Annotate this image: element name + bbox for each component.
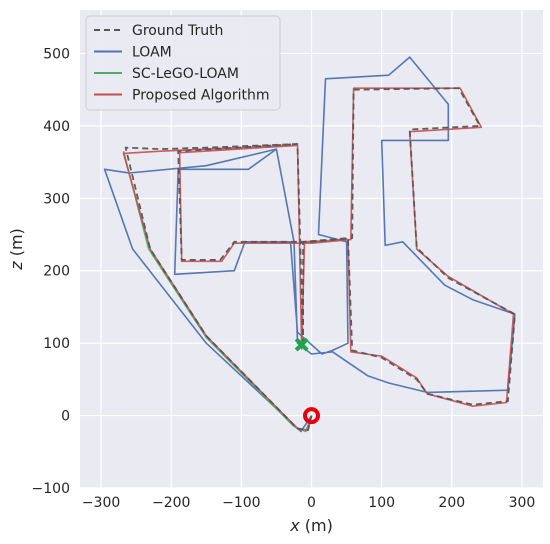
start-marker: [303, 407, 320, 425]
series-line-ground-truth: [124, 87, 516, 431]
y-tick-label: 100: [43, 336, 70, 352]
y-axis-label: z (m): [7, 228, 26, 271]
series-layer: [103, 56, 516, 433]
y-axis-unit: (m): [7, 228, 26, 261]
tick-labels: −300 −200 −100 0 100 200 300 −100 0 100 200 300 400 5…: [32, 46, 536, 511]
x-tick-label: −200: [152, 495, 190, 511]
y-tick-label: 300: [43, 191, 70, 207]
legend: Ground Truth LOAM SC-LeGO-LOAM Proposed Alg…: [85, 15, 281, 111]
series-line-sc-lego-loam: [122, 151, 313, 433]
y-tick-label: 400: [43, 119, 70, 135]
end-marker: [294, 337, 309, 352]
legend-label: LOAM: [132, 45, 172, 61]
legend-label: Ground Truth: [132, 23, 223, 39]
x-axis-unit: (m): [300, 516, 333, 535]
end-marker-stroke: [294, 337, 309, 352]
legend-box: [85, 15, 281, 111]
legend-label: Proposed Algorithm: [132, 88, 269, 104]
x-tick-label: −300: [82, 495, 120, 511]
x-tick-label: 200: [438, 495, 465, 511]
legend-label: SC-LeGO-LOAM: [132, 66, 239, 82]
y-axis-var: z: [7, 261, 26, 271]
x-tick-label: 100: [368, 495, 395, 511]
x-tick-label: −100: [222, 495, 260, 511]
y-tick-label: 200: [43, 264, 70, 280]
x-tick-label: 0: [307, 495, 316, 511]
x-tick-label: 300: [509, 495, 536, 511]
x-axis-label: x (m): [289, 516, 333, 535]
y-tick-label: 0: [61, 409, 70, 425]
series-line-loam: [103, 56, 516, 433]
y-tick-label: 500: [43, 46, 70, 62]
x-axis-var: x: [289, 516, 300, 535]
marker-layer: [294, 337, 320, 425]
y-tick-label: −100: [32, 481, 70, 497]
